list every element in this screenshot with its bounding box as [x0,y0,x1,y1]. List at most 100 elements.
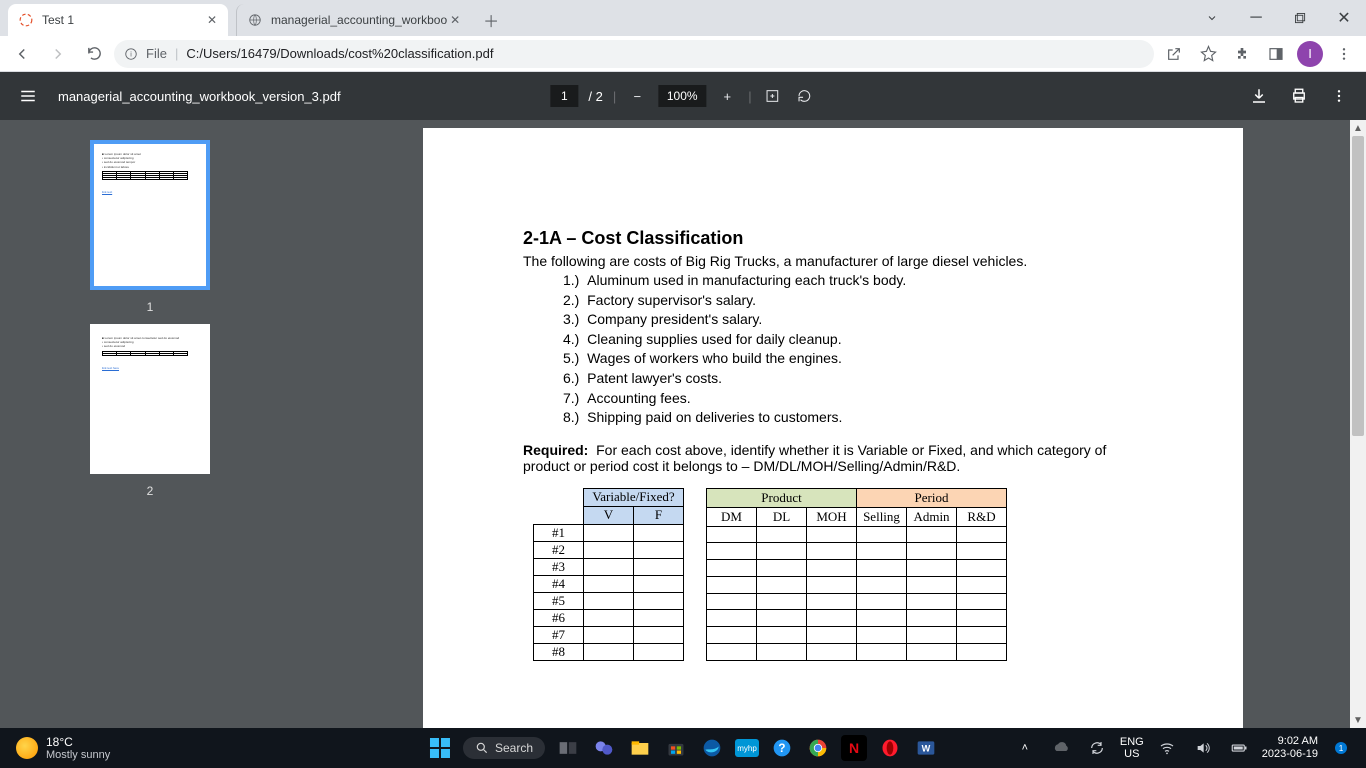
vertical-scrollbar[interactable]: ▲ ▼ [1350,120,1366,728]
zoom-out-button[interactable]: − [626,85,648,107]
hp-icon[interactable]: myhp [735,739,759,757]
url-scheme: File [146,46,167,61]
doc-intro: The following are costs of Big Rig Truck… [523,253,1143,269]
onedrive-icon[interactable] [1048,735,1074,761]
task-view-icon[interactable] [555,735,581,761]
share-icon[interactable] [1158,38,1190,70]
weather-widget[interactable]: 18°C Mostly sunny [0,735,110,761]
thumbnail-number: 1 [147,300,154,314]
classification-table: Variable/Fixed? VF #1#2#3#4#5#6#7#8 Prod… [533,488,1143,661]
tab-strip: Test 1 ✕ managerial_accounting_workboo ✕… [0,0,1366,36]
cost-item: 6.) Patent lawyer's costs. [563,369,1143,389]
help-icon[interactable]: ? [769,735,795,761]
doc-heading: 2-1A – Cost Classification [523,228,1143,249]
cost-item: 1.) Aluminum used in manufacturing each … [563,271,1143,291]
start-button[interactable] [427,735,453,761]
window-controls: ─ ✕ [1190,0,1366,36]
page-area[interactable]: 2-1A – Cost Classification The following… [300,120,1366,728]
netflix-icon[interactable]: N [841,735,867,761]
language-indicator[interactable]: ENGUS [1120,736,1144,760]
search-icon [475,741,489,755]
profile-avatar[interactable]: I [1294,38,1326,70]
cost-list: 1.) Aluminum used in manufacturing each … [563,271,1143,428]
hamburger-icon[interactable] [16,87,40,105]
battery-icon[interactable] [1226,735,1252,761]
taskbar-center: Search myhp ? N W [427,735,939,761]
close-icon[interactable]: ✕ [447,12,463,28]
browser-tab-1[interactable]: Test 1 ✕ [8,4,228,36]
temperature: 18°C [46,735,110,749]
scroll-up-arrow[interactable]: ▲ [1350,120,1366,136]
row-label: #8 [534,643,584,660]
scroll-down-arrow[interactable]: ▼ [1350,712,1366,728]
back-button[interactable] [6,38,38,70]
extensions-icon[interactable] [1226,38,1258,70]
vf-header: Variable/Fixed? [584,488,684,506]
page-total: / 2 [588,89,602,104]
maximize-button[interactable] [1278,0,1322,36]
dropdown-icon[interactable] [1190,0,1234,36]
word-icon[interactable]: W [913,735,939,761]
taskbar-search[interactable]: Search [463,737,545,759]
thumbnail-number: 2 [147,484,154,498]
zoom-level[interactable]: 100% [658,85,706,107]
pdf-toolbar: managerial_accounting_workbook_version_3… [0,72,1366,120]
period-header: Period [857,488,1007,507]
print-icon[interactable] [1288,87,1310,105]
close-window-button[interactable]: ✕ [1322,0,1366,36]
address-bar: i File | C:/Users/16479/Downloads/cost%2… [0,36,1366,72]
cost-item: 5.) Wages of workers who build the engin… [563,349,1143,369]
thumbnail-panel: ■ Lorem ipsum dolor sit amet• consectetu… [0,120,300,728]
tray-chevron-icon[interactable]: ˄ [1012,735,1038,761]
reload-button[interactable] [78,38,110,70]
new-tab-button[interactable]: ＋ [477,6,505,34]
sun-icon [16,737,38,759]
system-tray: ˄ ENGUS 9:02 AM2023-06-19 1 [1012,735,1366,761]
wifi-icon[interactable] [1154,735,1180,761]
ubuntu-icon [18,12,34,28]
thumbnail-2[interactable]: ■ Lorem ipsum dolor sit amet consectetur… [90,324,210,474]
required-text: Required: For each cost above, identify … [523,442,1143,474]
scrollbar-handle[interactable] [1352,136,1364,436]
zoom-in-button[interactable]: + [716,85,738,107]
explorer-icon[interactable] [627,735,653,761]
svg-text:1: 1 [1339,744,1344,753]
more-icon[interactable] [1328,87,1350,105]
svg-text:?: ? [778,742,785,755]
row-label: #4 [534,575,584,592]
bookmark-icon[interactable] [1192,38,1224,70]
volume-icon[interactable] [1190,735,1216,761]
fit-page-icon[interactable] [762,85,784,107]
clock[interactable]: 9:02 AM2023-06-19 [1262,735,1318,761]
info-icon: i [124,47,138,61]
side-panel-icon[interactable] [1260,38,1292,70]
chrome-icon[interactable] [805,735,831,761]
pdf-page-1: 2-1A – Cost Classification The following… [423,128,1243,728]
rotate-icon[interactable] [794,85,816,107]
tab-title: managerial_accounting_workboo [271,13,447,27]
tab-title: Test 1 [42,13,74,27]
forward-button[interactable] [42,38,74,70]
url-path: C:/Users/16479/Downloads/cost%20classifi… [186,46,493,61]
notifications-icon[interactable]: 1 [1328,735,1354,761]
chat-icon[interactable] [591,735,617,761]
row-label: #5 [534,592,584,609]
menu-icon[interactable] [1328,38,1360,70]
store-icon[interactable] [663,735,689,761]
minimize-button[interactable]: ─ [1234,0,1278,36]
globe-icon [247,12,263,28]
edge-icon[interactable] [699,735,725,761]
cost-item: 7.) Accounting fees. [563,389,1143,409]
browser-tab-2[interactable]: managerial_accounting_workboo ✕ [236,4,471,36]
opera-icon[interactable] [877,735,903,761]
row-label: #2 [534,541,584,558]
cost-item: 2.) Factory supervisor's salary. [563,291,1143,311]
sync-icon[interactable] [1084,735,1110,761]
page-number-input[interactable] [550,85,578,107]
url-input[interactable]: i File | C:/Users/16479/Downloads/cost%2… [114,40,1154,68]
product-header: Product [707,488,857,507]
cost-item: 8.) Shipping paid on deliveries to custo… [563,408,1143,428]
close-icon[interactable]: ✕ [204,12,220,28]
download-icon[interactable] [1248,87,1270,105]
thumbnail-1[interactable]: ■ Lorem ipsum dolor sit amet• consectetu… [90,140,210,290]
